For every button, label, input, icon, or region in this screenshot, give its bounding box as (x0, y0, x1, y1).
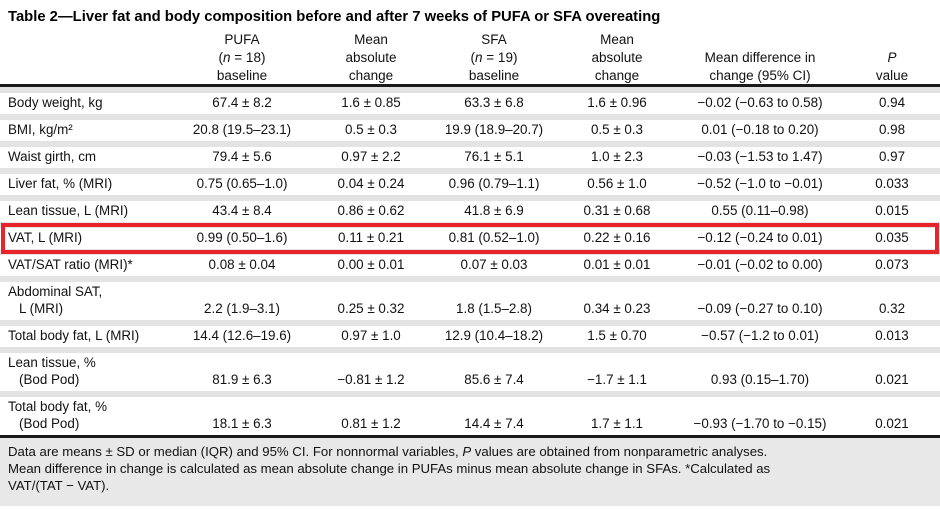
row-label: BMI, kg/m² (0, 114, 172, 141)
table-body: Body weight, kg 67.4 ± 8.2 1.6 ± 0.85 63… (0, 87, 940, 438)
cell-pufa-baseline: 67.4 ± 8.2 (172, 87, 312, 114)
cell-pufa-baseline: 43.4 ± 8.4 (172, 195, 312, 222)
cell-sfa-baseline: 0.07 ± 0.03 (430, 249, 558, 276)
cell-mean-difference: −0.52 (−1.0 to −0.01) (676, 168, 844, 195)
cell-pufa-baseline: 14.4 (12.6–19.6) (172, 320, 312, 347)
cell-pufa-baseline: 0.08 ± 0.04 (172, 249, 312, 276)
cell-pufa-baseline: 79.4 ± 5.6 (172, 141, 312, 168)
cell-pufa-change: 0.97 ± 1.0 (312, 320, 430, 347)
cell-pufa-change: −0.81 ± 1.2 (312, 347, 430, 391)
cell-p-value: 0.033 (844, 168, 940, 195)
col-header-mean-difference: Mean difference in change (95% CI) (704, 50, 816, 83)
col-header-pufa-baseline: PUFA (n = 18) baseline (216, 32, 268, 83)
col-header-sfa-mean-change: Mean absolute change (591, 32, 643, 83)
table-title: Table 2—Liver fat and body composition b… (8, 9, 661, 25)
cell-sfa-baseline: 19.9 (18.9–20.7) (430, 114, 558, 141)
cell-pufa-change: 0.11 ± 0.21 (312, 222, 430, 249)
row-label: Total body fat, L (MRI) (0, 320, 172, 347)
row-label: Abdominal SAT, L (MRI) (0, 276, 172, 320)
cell-mean-difference: −0.09 (−0.27 to 0.10) (676, 276, 844, 320)
cell-p-value: 0.32 (844, 276, 940, 320)
cell-pufa-baseline: 81.9 ± 6.3 (172, 347, 312, 391)
cell-sfa-change: −1.7 ± 1.1 (558, 347, 676, 391)
row-label: Liver fat, % (MRI) (0, 168, 172, 195)
row-label-vat: VAT, L (MRI) (0, 222, 172, 249)
cell-p-value: 0.94 (844, 87, 940, 114)
cell-mean-difference: −0.03 (−1.53 to 1.47) (676, 141, 844, 168)
row-label: Waist girth, cm (0, 141, 172, 168)
cell-p-value: 0.98 (844, 114, 940, 141)
cell-pufa-change: 0.86 ± 0.62 (312, 195, 430, 222)
cell-mean-difference: −0.57 (−1.2 to 0.01) (676, 320, 844, 347)
row-label: Lean tissue, % (Bod Pod) (0, 347, 172, 391)
cell-p-value: 0.021 (844, 347, 940, 391)
cell-pufa-baseline: 2.2 (1.9–3.1) (172, 276, 312, 320)
cell-sfa-baseline: 1.8 (1.5–2.8) (430, 276, 558, 320)
cell-p-value: 0.015 (844, 195, 940, 222)
col-header-empty (0, 31, 172, 85)
row-label: Body weight, kg (0, 87, 172, 114)
cell-mean-difference: −0.02 (−0.63 to 0.58) (676, 87, 844, 114)
row-label: Lean tissue, L (MRI) (0, 195, 172, 222)
cell-pufa-change: 1.6 ± 0.85 (312, 87, 430, 114)
row-label: Total body fat, % (Bod Pod) (0, 391, 172, 435)
table-footnote: Data are means ± SD or median (IQR) and … (0, 438, 940, 506)
cell-p-value: 0.035 (844, 222, 940, 249)
cell-mean-difference: −0.93 (−1.70 to −0.15) (676, 391, 844, 435)
cell-pufa-baseline: 0.99 (0.50–1.6) (172, 222, 312, 249)
cell-p-value: 0.013 (844, 320, 940, 347)
row-label: VAT/SAT ratio (MRI)* (0, 249, 172, 276)
cell-pufa-change: 0.5 ± 0.3 (312, 114, 430, 141)
cell-sfa-change: 0.01 ± 0.01 (558, 249, 676, 276)
col-header-sfa-baseline: SFA (n = 19) baseline (468, 32, 520, 83)
cell-p-value: 0.97 (844, 141, 940, 168)
cell-sfa-baseline: 0.81 (0.52–1.0) (430, 222, 558, 249)
cell-sfa-baseline: 12.9 (10.4–18.2) (430, 320, 558, 347)
cell-sfa-change: 0.22 ± 0.16 (558, 222, 676, 249)
cell-mean-difference: −0.12 (−0.24 to 0.01) (676, 222, 844, 249)
cell-mean-difference: 0.55 (0.11–0.98) (676, 195, 844, 222)
cell-pufa-baseline: 18.1 ± 6.3 (172, 391, 312, 435)
cell-sfa-change: 0.31 ± 0.68 (558, 195, 676, 222)
cell-pufa-change: 0.25 ± 0.32 (312, 276, 430, 320)
cell-sfa-change: 0.5 ± 0.3 (558, 114, 676, 141)
cell-sfa-baseline: 14.4 ± 7.4 (430, 391, 558, 435)
cell-pufa-change: 0.81 ± 1.2 (312, 391, 430, 435)
cell-sfa-baseline: 0.96 (0.79–1.1) (430, 168, 558, 195)
cell-sfa-change: 1.0 ± 2.3 (558, 141, 676, 168)
cell-sfa-baseline: 76.1 ± 5.1 (430, 141, 558, 168)
cell-pufa-baseline: 20.8 (19.5–23.1) (172, 114, 312, 141)
cell-sfa-change: 1.5 ± 0.70 (558, 320, 676, 347)
cell-sfa-change: 1.7 ± 1.1 (558, 391, 676, 435)
cell-sfa-baseline: 85.6 ± 7.4 (430, 347, 558, 391)
cell-pufa-change: 0.97 ± 2.2 (312, 141, 430, 168)
cell-pufa-baseline: 0.75 (0.65–1.0) (172, 168, 312, 195)
cell-mean-difference: −0.01 (−0.02 to 0.00) (676, 249, 844, 276)
cell-p-value: 0.073 (844, 249, 940, 276)
cell-p-value: 0.021 (844, 391, 940, 435)
cell-sfa-baseline: 41.8 ± 6.9 (430, 195, 558, 222)
cell-sfa-change: 1.6 ± 0.96 (558, 87, 676, 114)
cell-sfa-change: 0.34 ± 0.23 (558, 276, 676, 320)
cell-sfa-baseline: 63.3 ± 6.8 (430, 87, 558, 114)
table-header-row: PUFA (n = 18) baseline Mean absolute cha… (0, 31, 940, 87)
col-header-p-value: P value (875, 50, 909, 83)
cell-pufa-change: 0.00 ± 0.01 (312, 249, 430, 276)
cell-mean-difference: 0.93 (0.15–1.70) (676, 347, 844, 391)
cell-mean-difference: 0.01 (−0.18 to 0.20) (676, 114, 844, 141)
cell-pufa-change: 0.04 ± 0.24 (312, 168, 430, 195)
cell-sfa-change: 0.56 ± 1.0 (558, 168, 676, 195)
col-header-pufa-mean-change: Mean absolute change (345, 32, 397, 83)
